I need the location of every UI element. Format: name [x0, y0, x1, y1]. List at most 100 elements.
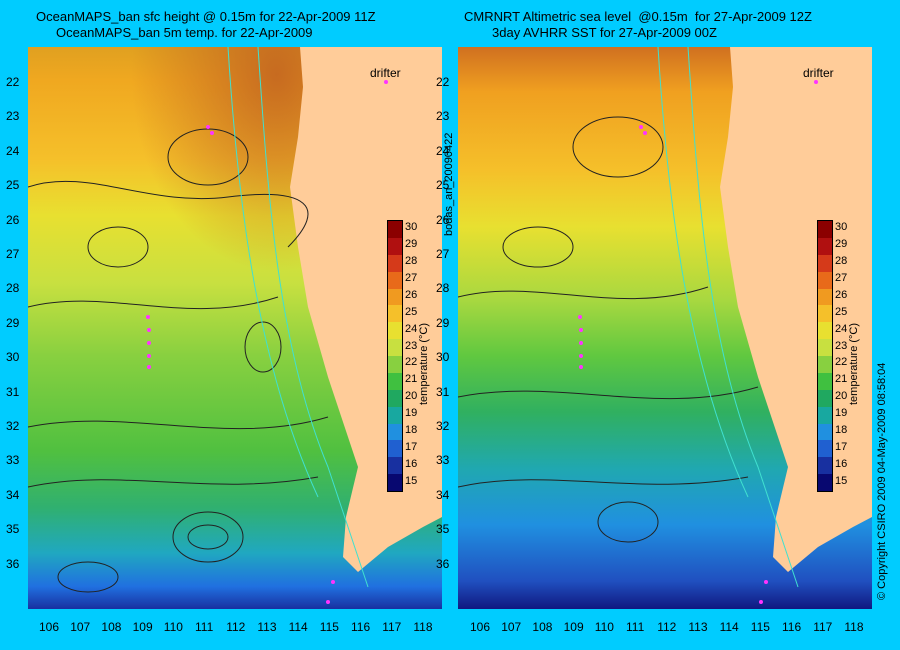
- longitude-label: 114: [288, 620, 308, 634]
- left-map: [28, 47, 442, 609]
- colorbar-tick-label: 28: [405, 255, 418, 268]
- right-title-line1: CMRNRT Altimetric sea level @0.15m for 2…: [464, 9, 812, 24]
- run-id-label: bodas_an_20090422: [443, 132, 455, 236]
- colorbar-tick-label: 24: [405, 322, 418, 335]
- latitude-label: 25: [6, 178, 20, 193]
- colorbar-swatch: [388, 389, 402, 407]
- latitude-label: 22: [6, 75, 20, 89]
- colorbar-swatch: [388, 406, 402, 424]
- colorbar-tick-label: 17: [835, 440, 848, 453]
- longitude-label: 110: [594, 620, 614, 634]
- longitude-label: 108: [532, 620, 553, 634]
- colorbar-swatch: [818, 457, 832, 475]
- latitude-label: 28: [436, 281, 450, 296]
- colorbar-swatch: [388, 356, 402, 373]
- longitude-label: 111: [626, 620, 645, 634]
- colorbar-tick-label: 16: [835, 457, 848, 470]
- colorbar-tick-label: 27: [405, 272, 418, 285]
- drifter-label-right: drifter: [803, 66, 834, 80]
- colorbar-tick-label: 26: [835, 288, 848, 301]
- longitude-label: 109: [563, 620, 584, 634]
- colorbar-swatch: [388, 254, 402, 272]
- colorbar-swatch: [818, 288, 832, 306]
- colorbar-tick-label: 27: [835, 272, 848, 285]
- copyright-label: © Copyright CSIRO 2009 04-May-2009 08:58…: [876, 362, 888, 600]
- colorbar-tick-label: 29: [835, 238, 848, 251]
- colorbar-tick-label: 19: [835, 407, 848, 420]
- colorbar-swatch: [818, 474, 832, 491]
- drifter-track-right: [578, 80, 818, 604]
- latitude-label: 26: [6, 212, 20, 227]
- latitude-label: 30: [436, 350, 450, 365]
- colorbar-tick-label: 18: [835, 423, 848, 436]
- colorbar-tick-label: 21: [835, 373, 848, 386]
- colorbar-swatch: [818, 339, 832, 356]
- latitude-label: 32: [436, 419, 450, 433]
- longitude-label: 118: [844, 620, 864, 634]
- longitude-label: 106: [39, 620, 60, 634]
- colorbar-swatch: [388, 288, 402, 306]
- colorbar-swatch: [388, 271, 402, 289]
- colorbar-swatch: [818, 423, 832, 441]
- colorbar-swatch: [388, 237, 402, 255]
- longitude-label: 112: [226, 620, 246, 634]
- left-map-panel[interactable]: [28, 47, 442, 609]
- colorbar-tick-label: 29: [405, 238, 418, 251]
- colorbar-right: [817, 220, 833, 492]
- colorbar-swatch: [818, 322, 832, 340]
- colorbar-swatch: [388, 305, 402, 323]
- latitude-label: 23: [6, 109, 20, 124]
- colorbar-tick-label: 15: [405, 474, 418, 487]
- colorbar-swatch: [818, 305, 832, 323]
- colorbar-swatch: [818, 440, 832, 458]
- colorbar-tick-label: 23: [405, 339, 418, 352]
- latitude-label: 27: [436, 247, 450, 261]
- colorbar-swatch: [818, 372, 832, 390]
- latitude-label: 26: [436, 212, 450, 227]
- colorbar-tick-label: 19: [405, 407, 418, 420]
- latitude-label: 29: [436, 315, 450, 330]
- colorbar-swatch: [388, 423, 402, 441]
- longitude-label: 112: [657, 620, 677, 634]
- left-title-line2: OceanMAPS_ban 5m temp. for 22-Apr-2009: [56, 25, 313, 40]
- land-area: [720, 47, 872, 572]
- colorbar-swatch: [388, 322, 402, 340]
- latitude-label: 34: [6, 487, 20, 502]
- latitude-label: 32: [6, 419, 20, 433]
- longitude-label: 107: [501, 620, 522, 634]
- latitude-label: 27: [6, 247, 20, 261]
- right-map-panel[interactable]: [458, 47, 872, 609]
- latitude-label: 31: [436, 384, 450, 399]
- longitude-label: 108: [101, 620, 122, 634]
- longitude-label: 117: [813, 620, 833, 634]
- latitude-label: 22: [436, 75, 450, 89]
- latitude-label: 24: [436, 143, 450, 158]
- longitude-label: 116: [782, 620, 802, 634]
- latitude-label: 31: [6, 384, 20, 399]
- colorbar-swatch: [388, 457, 402, 475]
- colorbar-label-left: temperature (°C): [418, 322, 430, 405]
- colorbar-swatch: [818, 254, 832, 272]
- latitude-label: 23: [436, 109, 450, 124]
- colorbar-swatch: [818, 389, 832, 407]
- latitude-label: 33: [6, 453, 20, 468]
- longitude-label: 114: [719, 620, 739, 634]
- latitude-label: 29: [6, 315, 20, 330]
- longitude-label: 113: [257, 620, 277, 634]
- colorbar-tick-label: 30: [835, 221, 848, 234]
- latitude-label: 35: [6, 522, 20, 537]
- latitude-label: 34: [436, 487, 450, 502]
- drifter-label-left: drifter: [370, 66, 401, 80]
- longitude-label: 117: [382, 620, 402, 634]
- colorbar-swatch: [818, 221, 832, 238]
- colorbar-tick-label: 21: [405, 373, 418, 386]
- longitude-label: 113: [688, 620, 708, 634]
- latitude-label: 25: [436, 178, 450, 193]
- colorbar-swatch: [388, 339, 402, 356]
- colorbar-swatch: [818, 271, 832, 289]
- colorbar-swatch: [818, 406, 832, 424]
- latitude-label: 33: [436, 453, 450, 468]
- longitude-label: 106: [470, 620, 491, 634]
- colorbar-swatch: [388, 474, 402, 491]
- latitude-label: 30: [6, 350, 20, 365]
